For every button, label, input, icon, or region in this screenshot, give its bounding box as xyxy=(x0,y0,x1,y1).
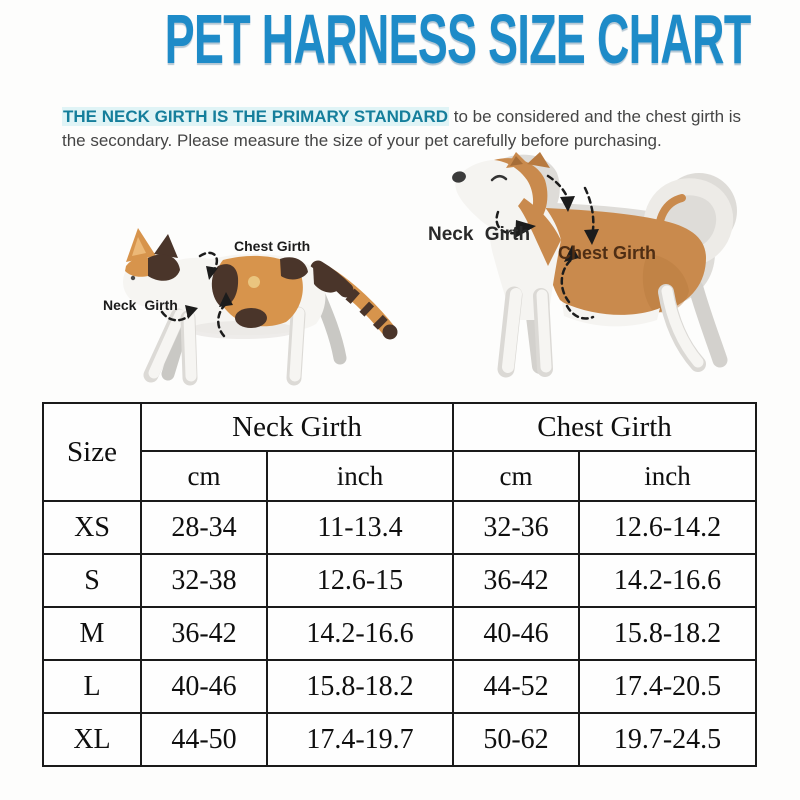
dog-illustration xyxy=(452,152,737,378)
header-chest-cm: cm xyxy=(452,450,580,502)
table-cell: 40-46 xyxy=(140,659,268,714)
table-cell: 36-42 xyxy=(452,553,580,608)
table-cell: 36-42 xyxy=(140,606,268,661)
table-cell: 12.6-14.2 xyxy=(578,500,757,555)
cat-head xyxy=(123,228,180,307)
table-row-m: M 36-42 14.2-16.6 40-46 15.8-18.2 xyxy=(42,606,757,661)
size-chart-table: Size Neck Girth Chest Girth cm inch cm i… xyxy=(42,402,757,767)
header-chest-girth: Chest Girth xyxy=(452,402,757,452)
cat-neck-girth-label: Neck Girth xyxy=(103,297,178,313)
table-cell: 19.7-24.5 xyxy=(578,712,757,767)
table-cell: 32-38 xyxy=(140,553,268,608)
table-header-row: Size Neck Girth Chest Girth xyxy=(42,402,757,502)
subtitle-highlight: THE NECK GIRTH IS THE PRIMARY STANDARD xyxy=(62,107,450,126)
dog-near-legs xyxy=(497,284,706,378)
table-cell: 11-13.4 xyxy=(266,500,454,555)
table-cell: 12.6-15 xyxy=(266,553,454,608)
table-row-s: S 32-38 12.6-15 36-42 14.2-16.6 xyxy=(42,553,757,608)
cat-saddle-patches xyxy=(211,255,342,328)
table-cell: 14.2-16.6 xyxy=(578,553,757,608)
table-cell: 44-52 xyxy=(452,659,580,714)
subtitle-rest: to be considered and the chest girth is … xyxy=(62,107,742,151)
table-cell: 15.8-18.2 xyxy=(578,606,757,661)
dog-neck-measure-arrow xyxy=(495,210,536,238)
table-cell: 17.4-20.5 xyxy=(578,659,757,714)
table-row-l: L 40-46 15.8-18.2 44-52 17.4-20.5 xyxy=(42,659,757,714)
table-cell-size: S xyxy=(42,553,142,608)
cat-illustration xyxy=(123,228,398,386)
table-cell-size: XL xyxy=(42,712,142,767)
table-cell: 14.2-16.6 xyxy=(266,606,454,661)
table-row-xs: XS 28-34 11-13.4 32-36 12.6-14.2 xyxy=(42,500,757,555)
page-title: PET HARNESS SIZE CHART xyxy=(0,4,800,74)
table-cell-size: L xyxy=(42,659,142,714)
cat-near-legs xyxy=(143,306,306,386)
header-size: Size xyxy=(42,402,142,502)
dog-chest-girth-label: Chest Girth xyxy=(558,243,657,263)
table-cell: 40-46 xyxy=(452,606,580,661)
table-cell-size: XS xyxy=(42,500,142,555)
table-cell: 50-62 xyxy=(452,712,580,767)
subtitle-paragraph: THE NECK GIRTH IS THE PRIMARY STANDARD t… xyxy=(62,105,752,153)
table-cell: 32-36 xyxy=(452,500,580,555)
dog-head xyxy=(452,152,561,266)
table-cell-size: M xyxy=(42,606,142,661)
table-row-xl: XL 44-50 17.4-19.7 50-62 19.7-24.5 xyxy=(42,712,757,767)
cat-chest-measure-arrow xyxy=(217,292,233,338)
dog-chest-measure-arrow xyxy=(546,174,599,320)
cat-neck-measure-arrow xyxy=(160,251,219,322)
page-title-text: PET HARNESS SIZE CHART xyxy=(164,0,751,78)
dog-neck-girth-label: Neck Girth xyxy=(428,224,531,245)
header-neck-cm: cm xyxy=(140,450,268,502)
table-cell: 15.8-18.2 xyxy=(266,659,454,714)
dog-belly xyxy=(562,302,660,327)
header-neck-inch: inch xyxy=(266,450,454,502)
table-cell: 44-50 xyxy=(140,712,268,767)
table-cell: 17.4-19.7 xyxy=(266,712,454,767)
dog-thigh-shade xyxy=(642,254,689,313)
table-cell: 28-34 xyxy=(140,500,268,555)
table-units-row: cm inch cm inch xyxy=(43,450,757,502)
header-neck-girth: Neck Girth xyxy=(140,402,454,452)
cat-chest-girth-label: Chest Girth xyxy=(234,238,311,254)
header-chest-inch: inch xyxy=(578,450,757,502)
